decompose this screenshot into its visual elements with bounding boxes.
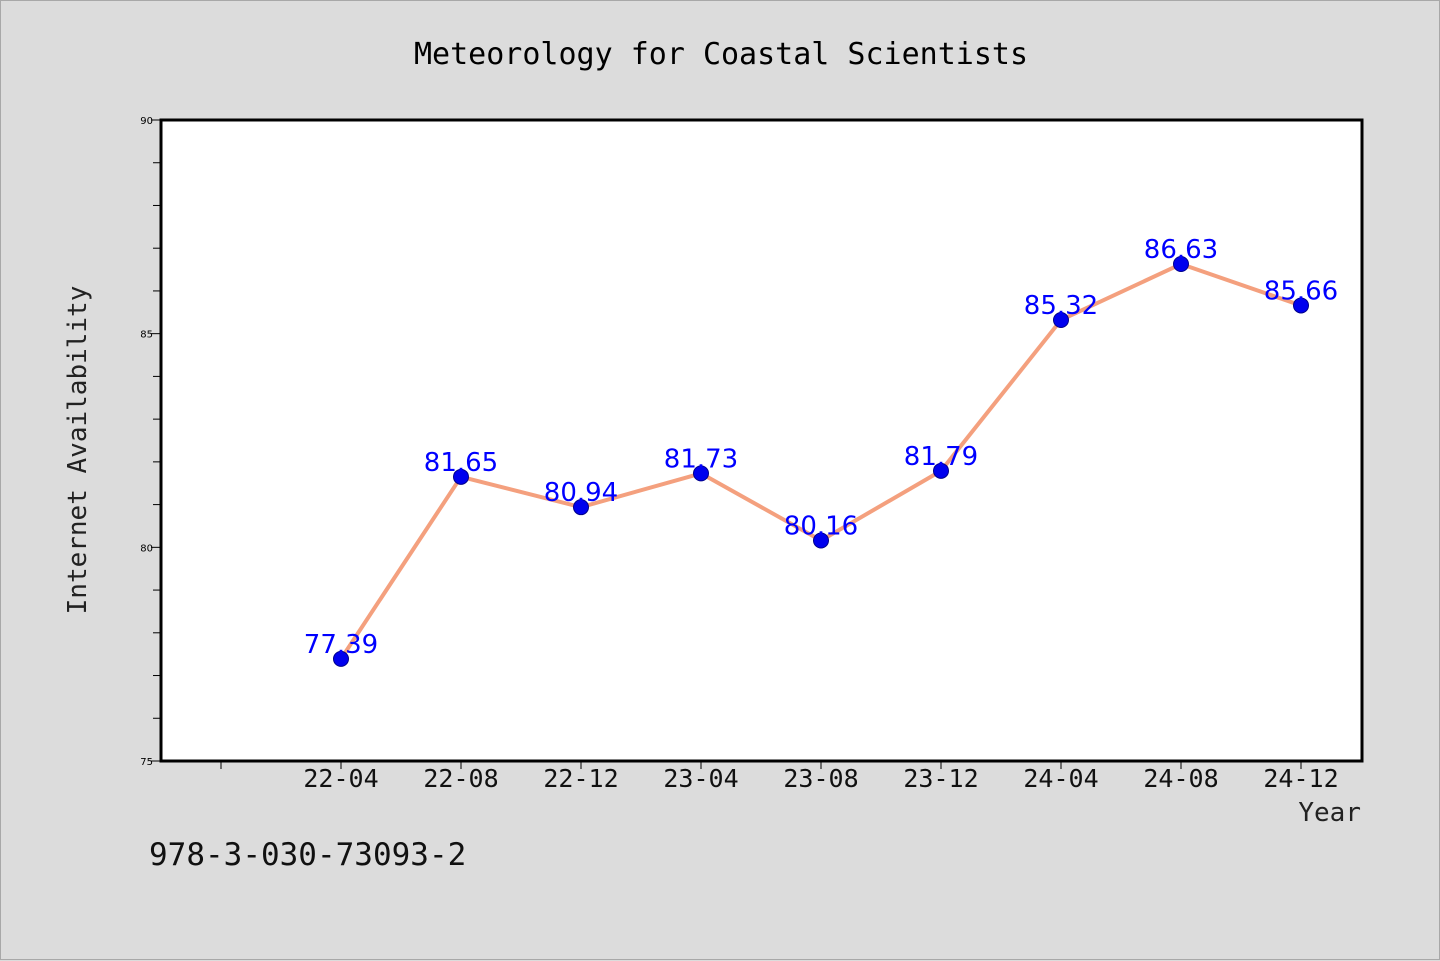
data-label: 77.39 [304, 630, 378, 660]
data-point [693, 465, 709, 482]
y-tick-label: 85 [140, 330, 153, 341]
data-label: 80.94 [544, 478, 618, 508]
x-tick-label: 23-12 [903, 764, 978, 793]
x-tick-label: 22-12 [543, 764, 618, 793]
data-point [573, 499, 589, 516]
data-label: 81.65 [424, 448, 498, 478]
plot-area [159, 118, 1364, 763]
data-label: 85.32 [1024, 291, 1098, 321]
x-tick-label: 22-04 [303, 764, 378, 793]
chart-title: Meteorology for Coastal Scientists [414, 37, 1028, 72]
data-label: 80.16 [784, 511, 858, 541]
x-axis: 22-04 22-08 22-12 23-04 23-08 23-12 24-04 24-08… [220, 761, 1339, 793]
data-label: 81.73 [664, 444, 738, 474]
data-point [1053, 311, 1069, 328]
data-point [1173, 256, 1189, 273]
x-tick-label: 23-08 [783, 764, 858, 793]
data-label: 86.63 [1144, 235, 1218, 265]
x-axis-label: Year [1298, 798, 1361, 828]
y-axis: 75 80 85 90 [140, 116, 161, 768]
data-label: 81.79 [904, 442, 978, 472]
y-tick-label: 80 [140, 543, 153, 554]
data-point [813, 532, 829, 549]
isbn-text: 978-3-030-73093-2 [149, 837, 466, 873]
x-tick-label: 23-04 [663, 764, 738, 793]
series-layer: 77.39 81.65 80.94 81.73 80.16 81.79 85.32 86.63… [304, 235, 1338, 667]
data-label: 85.66 [1264, 276, 1338, 306]
y-tick-label: 75 [140, 757, 153, 768]
x-tick-label: 24-12 [1263, 764, 1338, 793]
data-point [1293, 297, 1309, 314]
data-point [333, 650, 349, 667]
data-point [453, 468, 469, 485]
data-point [933, 462, 949, 479]
x-tick-label: 24-04 [1023, 764, 1098, 793]
x-tick-label: 22-08 [423, 764, 498, 793]
y-tick-label: 90 [140, 116, 153, 127]
y-axis-label: Internet Availability [63, 286, 93, 615]
x-tick-label: 24-08 [1143, 764, 1218, 793]
